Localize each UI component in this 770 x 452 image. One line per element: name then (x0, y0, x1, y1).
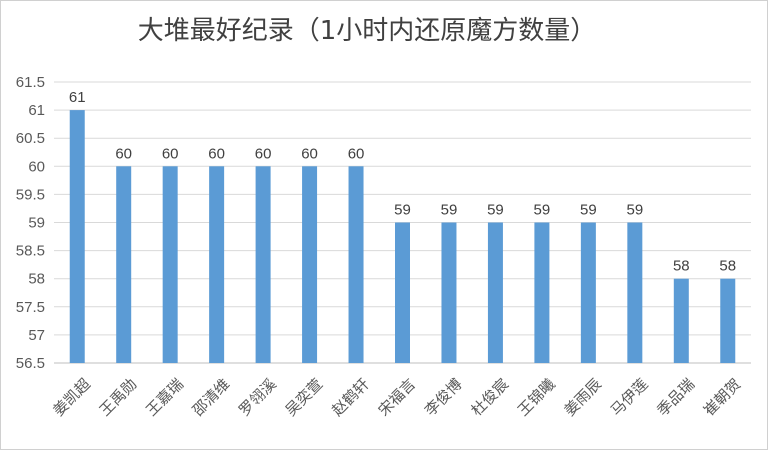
bar (116, 166, 132, 363)
bar (580, 222, 596, 363)
y-tick-label: 61.5 (16, 74, 45, 91)
bar (441, 222, 457, 363)
bar (255, 166, 271, 363)
y-tick-label: 61 (28, 102, 45, 119)
x-tick-label: 王锦曦 (514, 375, 559, 420)
bar (69, 110, 85, 363)
y-tick-label: 59.5 (16, 186, 45, 203)
x-tick-label: 崔朝贺 (700, 375, 745, 420)
bar (487, 222, 503, 363)
x-tick-label: 马伊莲 (607, 375, 652, 420)
data-label: 59 (580, 202, 597, 219)
bar (627, 222, 643, 363)
x-tick-label: 姜凯超 (49, 375, 94, 420)
y-tick-label: 58.5 (16, 243, 45, 260)
y-tick-label: 60.5 (16, 130, 45, 147)
chart-title: 大堆最好纪录（1小时内还原魔方数量） (138, 16, 597, 46)
data-label: 61 (69, 89, 86, 106)
bar (720, 278, 736, 363)
bar (673, 278, 689, 363)
x-tick-label: 王嘉瑞 (142, 375, 187, 420)
data-label: 60 (208, 145, 225, 162)
bars (69, 110, 736, 363)
bar (395, 222, 410, 363)
y-tick-label: 56.5 (16, 355, 45, 372)
x-tick-label: 宋福言 (375, 375, 420, 420)
y-tick-label: 57.5 (16, 299, 45, 316)
data-label: 59 (534, 202, 551, 219)
bar (209, 166, 225, 363)
x-tick-label: 季品瑞 (653, 375, 698, 420)
bar (534, 222, 550, 363)
data-label: 60 (255, 145, 272, 162)
data-label: 58 (719, 258, 736, 275)
bar (302, 166, 318, 363)
bar (348, 166, 364, 363)
x-tick-label: 杜俊宸 (468, 375, 513, 420)
y-tick-label: 57 (28, 327, 45, 344)
data-labels: 61 60 60 60 60 60 60 59 59 59 59 59 59 58 58 (69, 89, 736, 275)
data-label: 59 (441, 202, 458, 219)
data-label: 60 (301, 145, 318, 162)
y-axis-ticks: 56.5 57 57.5 58 58.5 59 59.5 60 60.5 61 61.5 (16, 74, 45, 372)
x-tick-label: 赵鹤轩 (328, 375, 373, 420)
data-label: 60 (348, 145, 365, 162)
y-tick-label: 58 (28, 271, 45, 288)
data-label: 60 (162, 145, 179, 162)
y-tick-label: 60 (28, 158, 45, 175)
x-tick-label: 罗翎溪 (235, 375, 280, 420)
x-axis-ticks: 姜凯超 王禹勋 王嘉瑞 邵清维 罗翎溪 吴奕萱 赵鹤轩 宋福言 李俊博 杜俊宸 王锦曦 姜雨辰 马伊莲季… (49, 375, 744, 420)
data-label: 59 (626, 202, 643, 219)
bar (162, 166, 178, 363)
data-label: 60 (115, 145, 132, 162)
x-tick-label: 邵清维 (189, 375, 234, 420)
x-tick-label: 吴奕萱 (282, 375, 327, 420)
y-tick-label: 59 (28, 215, 45, 232)
x-tick-label: 姜雨辰 (561, 375, 606, 420)
x-tick-label: 王禹勋 (96, 375, 141, 420)
data-label: 59 (394, 202, 411, 219)
data-label: 59 (487, 202, 504, 219)
data-label: 58 (673, 258, 690, 275)
x-tick-label: 李俊博 (421, 375, 466, 420)
